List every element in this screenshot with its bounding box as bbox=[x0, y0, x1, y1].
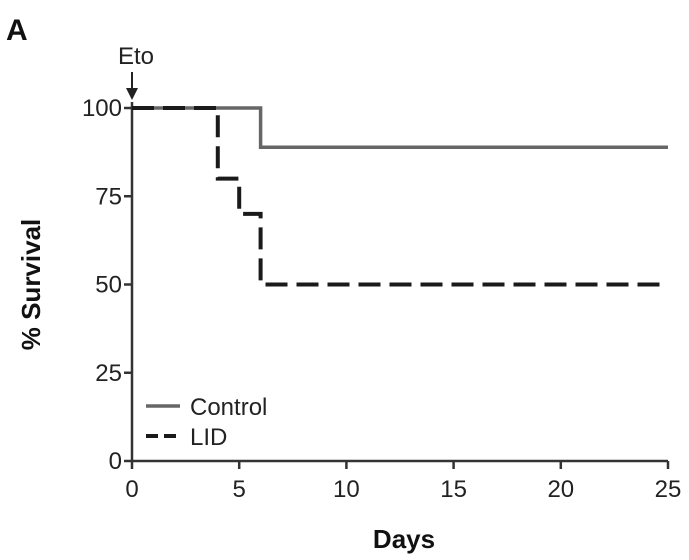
legend: Control LID bbox=[146, 394, 267, 451]
x-axis-ticks: 0 5 10 15 20 25 bbox=[125, 461, 681, 503]
series-line-control bbox=[132, 106, 668, 149]
x-tick-label: 10 bbox=[333, 476, 360, 503]
y-axis-title: % Survival bbox=[16, 219, 46, 351]
x-tick-label: 15 bbox=[440, 476, 467, 503]
eto-label: Eto bbox=[118, 43, 154, 70]
panel-label: A bbox=[6, 14, 28, 47]
legend-label-control: Control bbox=[190, 394, 267, 421]
eto-annotation: Eto bbox=[118, 43, 154, 100]
y-tick-label: 50 bbox=[95, 272, 122, 299]
series-layer bbox=[132, 106, 668, 287]
series-line-lid bbox=[132, 106, 668, 287]
y-axis-ticks: 0 25 50 75 100 bbox=[82, 95, 132, 475]
x-tick-label: 20 bbox=[547, 476, 574, 503]
legend-label-lid: LID bbox=[190, 424, 227, 451]
x-tick-label: 25 bbox=[655, 476, 682, 503]
y-tick-label: 75 bbox=[95, 183, 122, 210]
y-tick-label: 0 bbox=[109, 448, 122, 475]
y-tick-label: 100 bbox=[82, 95, 122, 122]
x-tick-label: 5 bbox=[233, 476, 246, 503]
eto-arrow-head bbox=[126, 88, 138, 100]
x-tick-label: 0 bbox=[125, 476, 138, 503]
x-axis-title: Days bbox=[373, 524, 435, 554]
y-tick-label: 25 bbox=[95, 360, 122, 387]
